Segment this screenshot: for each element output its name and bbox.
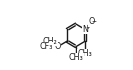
Text: CH₂: CH₂ [43, 37, 57, 46]
Text: CH₃: CH₃ [69, 53, 83, 62]
Text: N: N [82, 25, 88, 34]
Text: CF₃: CF₃ [39, 42, 53, 51]
Text: CH₃: CH₃ [78, 49, 92, 58]
Text: O: O [88, 17, 94, 26]
Text: O: O [55, 42, 61, 51]
Text: +: + [85, 25, 90, 30]
Text: −: − [91, 18, 96, 23]
